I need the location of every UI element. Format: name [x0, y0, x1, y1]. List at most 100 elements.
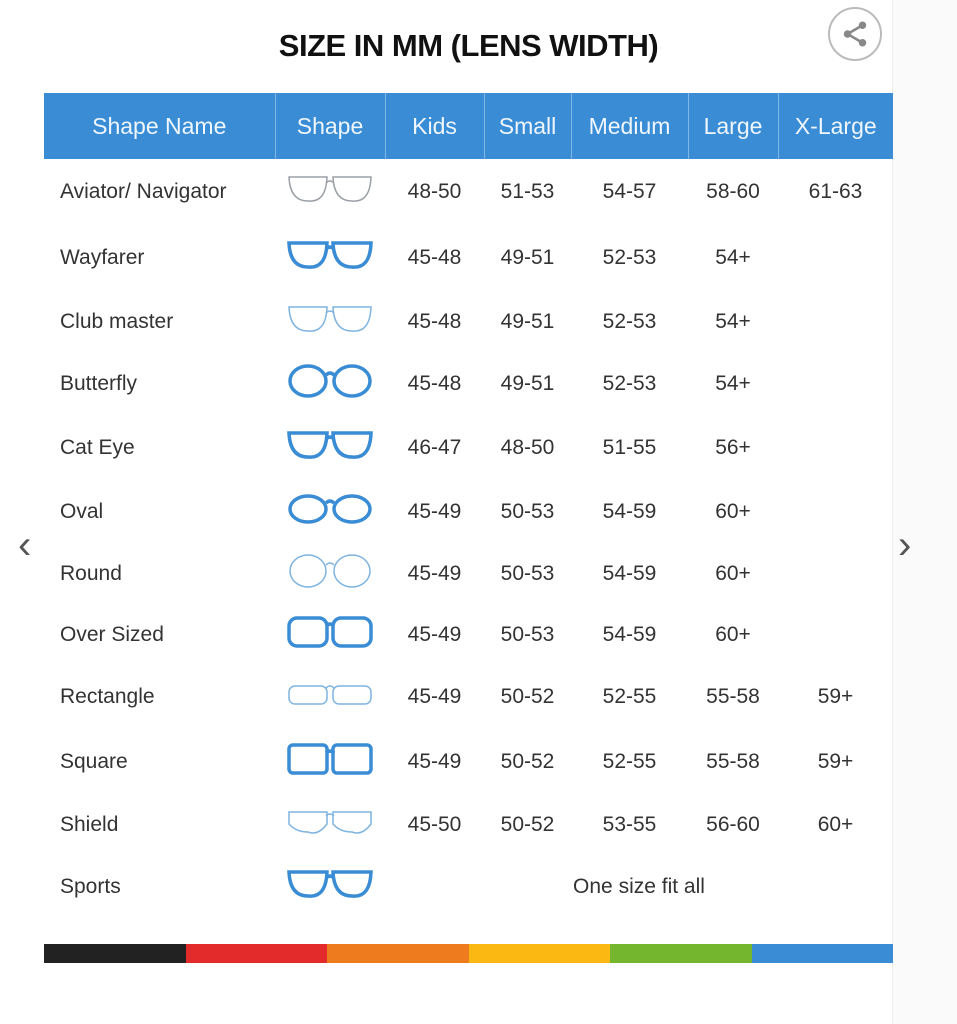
size-cell: 49-51: [500, 371, 555, 395]
size-cell: 54-59: [602, 499, 657, 523]
color-bar-segment: [751, 944, 893, 963]
size-note: One size fit all: [573, 875, 705, 898]
shape-name: Round: [60, 561, 122, 585]
table-row: Cat Eye 46-47 48-50 51-55 56+: [44, 415, 893, 480]
size-cell: 54-59: [602, 561, 657, 585]
size-cell: 46-47: [407, 435, 462, 459]
shape-name: Wayfarer: [60, 246, 145, 269]
table-row: Club master 45-48 49-51 52-53 54+: [44, 291, 893, 352]
size-cell: 52-55: [602, 749, 657, 773]
page-title: SIZE IN MM (LENS WIDTH): [278, 28, 659, 63]
cateye-glasses-icon: [275, 415, 385, 480]
size-cell: 60+: [817, 813, 854, 836]
wayfarer-glasses-icon: [275, 225, 385, 291]
color-bar-segment: [610, 944, 752, 963]
size-cell: [778, 604, 893, 665]
column-header: Medium: [570, 93, 688, 159]
size-cell: 51-55: [602, 435, 657, 459]
shape-name: Square: [60, 749, 128, 773]
size-cell: 54-59: [602, 622, 657, 646]
table-row: Shield 45-50 50-52 53-55 56-60 60+: [44, 794, 893, 856]
chevron-left-icon[interactable]: ‹: [18, 523, 32, 567]
column-header: Shape: [274, 93, 385, 159]
color-bar: [44, 944, 893, 963]
size-cell: 45-48: [407, 309, 462, 333]
size-cell: 45-49: [407, 622, 462, 646]
table-row: Wayfarer 45-48 49-51 52-53 54+: [44, 225, 893, 291]
size-cell: 52-53: [602, 371, 657, 395]
size-cell: 54+: [715, 309, 751, 333]
size-cell: 54+: [715, 246, 751, 269]
color-bar-segment: [468, 944, 610, 963]
table-row: Rectangle 45-49 50-52 52-55 55-58 59+: [44, 665, 893, 729]
size-cell: 53-55: [602, 813, 657, 836]
shield-glasses-icon: [275, 794, 385, 856]
column-header: Kids: [384, 93, 484, 159]
column-header: Shape Name: [44, 93, 275, 159]
size-cell: [778, 225, 893, 291]
size-cell: 56+: [715, 435, 751, 459]
butterfly-glasses-icon: [275, 352, 385, 415]
table-header: Shape Name Shape Kids Small Medium Large X-Lar…: [44, 93, 893, 159]
size-cell: 45-49: [407, 499, 462, 523]
size-cell: [778, 352, 893, 415]
chevron-right-icon[interactable]: ›: [898, 523, 912, 567]
size-cell: 49-51: [500, 309, 555, 333]
size-cell: 48-50: [407, 180, 462, 203]
size-cell: 56-60: [706, 813, 760, 836]
shape-name: Oval: [60, 499, 104, 523]
size-cell: 50-52: [500, 813, 555, 836]
shape-name: Rectangle: [60, 685, 155, 708]
sports-glasses-icon: [275, 856, 385, 918]
size-cell: 48-50: [500, 435, 555, 459]
size-cell: [778, 415, 893, 480]
shape-name: Sports: [60, 875, 121, 898]
color-bar-segment: [185, 944, 327, 963]
table-row: Sports One size fit all: [44, 856, 893, 918]
shape-name: Aviator/ Navigator: [60, 180, 227, 203]
size-cell: 50-53: [500, 622, 555, 646]
size-cell: 45-49: [407, 685, 462, 708]
size-cell: 50-53: [500, 499, 555, 523]
shape-name: Club master: [60, 309, 174, 333]
side-panel: [892, 0, 957, 1024]
size-cell: 49-51: [500, 246, 555, 269]
column-header: Small: [483, 93, 571, 159]
oversized-glasses-icon: [275, 604, 385, 665]
size-cell: 45-48: [407, 371, 462, 395]
size-cell: 59+: [817, 685, 854, 708]
table-row: Round 45-49 50-53 54-59 60+: [44, 543, 893, 604]
size-cell: 51-53: [500, 180, 555, 203]
share-icon: [843, 21, 867, 47]
size-cell: 58-60: [706, 180, 760, 203]
size-cell: 54+: [715, 371, 751, 395]
size-cell: 52-53: [602, 246, 657, 269]
size-cell: [778, 543, 893, 604]
shape-name: Over Sized: [60, 622, 164, 646]
size-cell: 50-52: [500, 749, 555, 773]
square-glasses-icon: [275, 729, 385, 794]
size-cell: [778, 480, 893, 543]
size-cell: 60+: [715, 499, 751, 523]
size-cell: 50-52: [500, 685, 555, 708]
column-header: X-Large: [777, 93, 893, 159]
size-cell: 45-49: [407, 561, 462, 585]
rectangle-glasses-icon: [275, 665, 385, 729]
size-cell: 61-63: [808, 180, 863, 203]
size-cell: 45-49: [407, 749, 462, 773]
shape-name: Shield: [60, 813, 119, 836]
color-bar-segment: [44, 944, 186, 963]
size-cell: 60+: [715, 561, 751, 585]
table-row: Aviator/ Navigator 48-50 51-53 54-57 58-60 61…: [44, 159, 893, 225]
size-cell: 45-48: [407, 246, 462, 269]
shape-name: Butterfly: [60, 371, 138, 395]
size-cell: 55-58: [706, 685, 760, 708]
size-cell: 50-53: [500, 561, 555, 585]
share-button[interactable]: [828, 7, 882, 61]
size-table: Shape Name Shape Kids Small Medium Large X-Lar…: [44, 93, 893, 918]
table-row: Square 45-49 50-52 52-55 55-58 59+: [44, 729, 893, 794]
table-row: Over Sized 45-49 50-53 54-59 60+: [44, 604, 893, 665]
size-cell: 52-55: [602, 685, 657, 708]
color-bar-segment: [327, 944, 469, 963]
size-cell: 52-53: [602, 309, 657, 333]
